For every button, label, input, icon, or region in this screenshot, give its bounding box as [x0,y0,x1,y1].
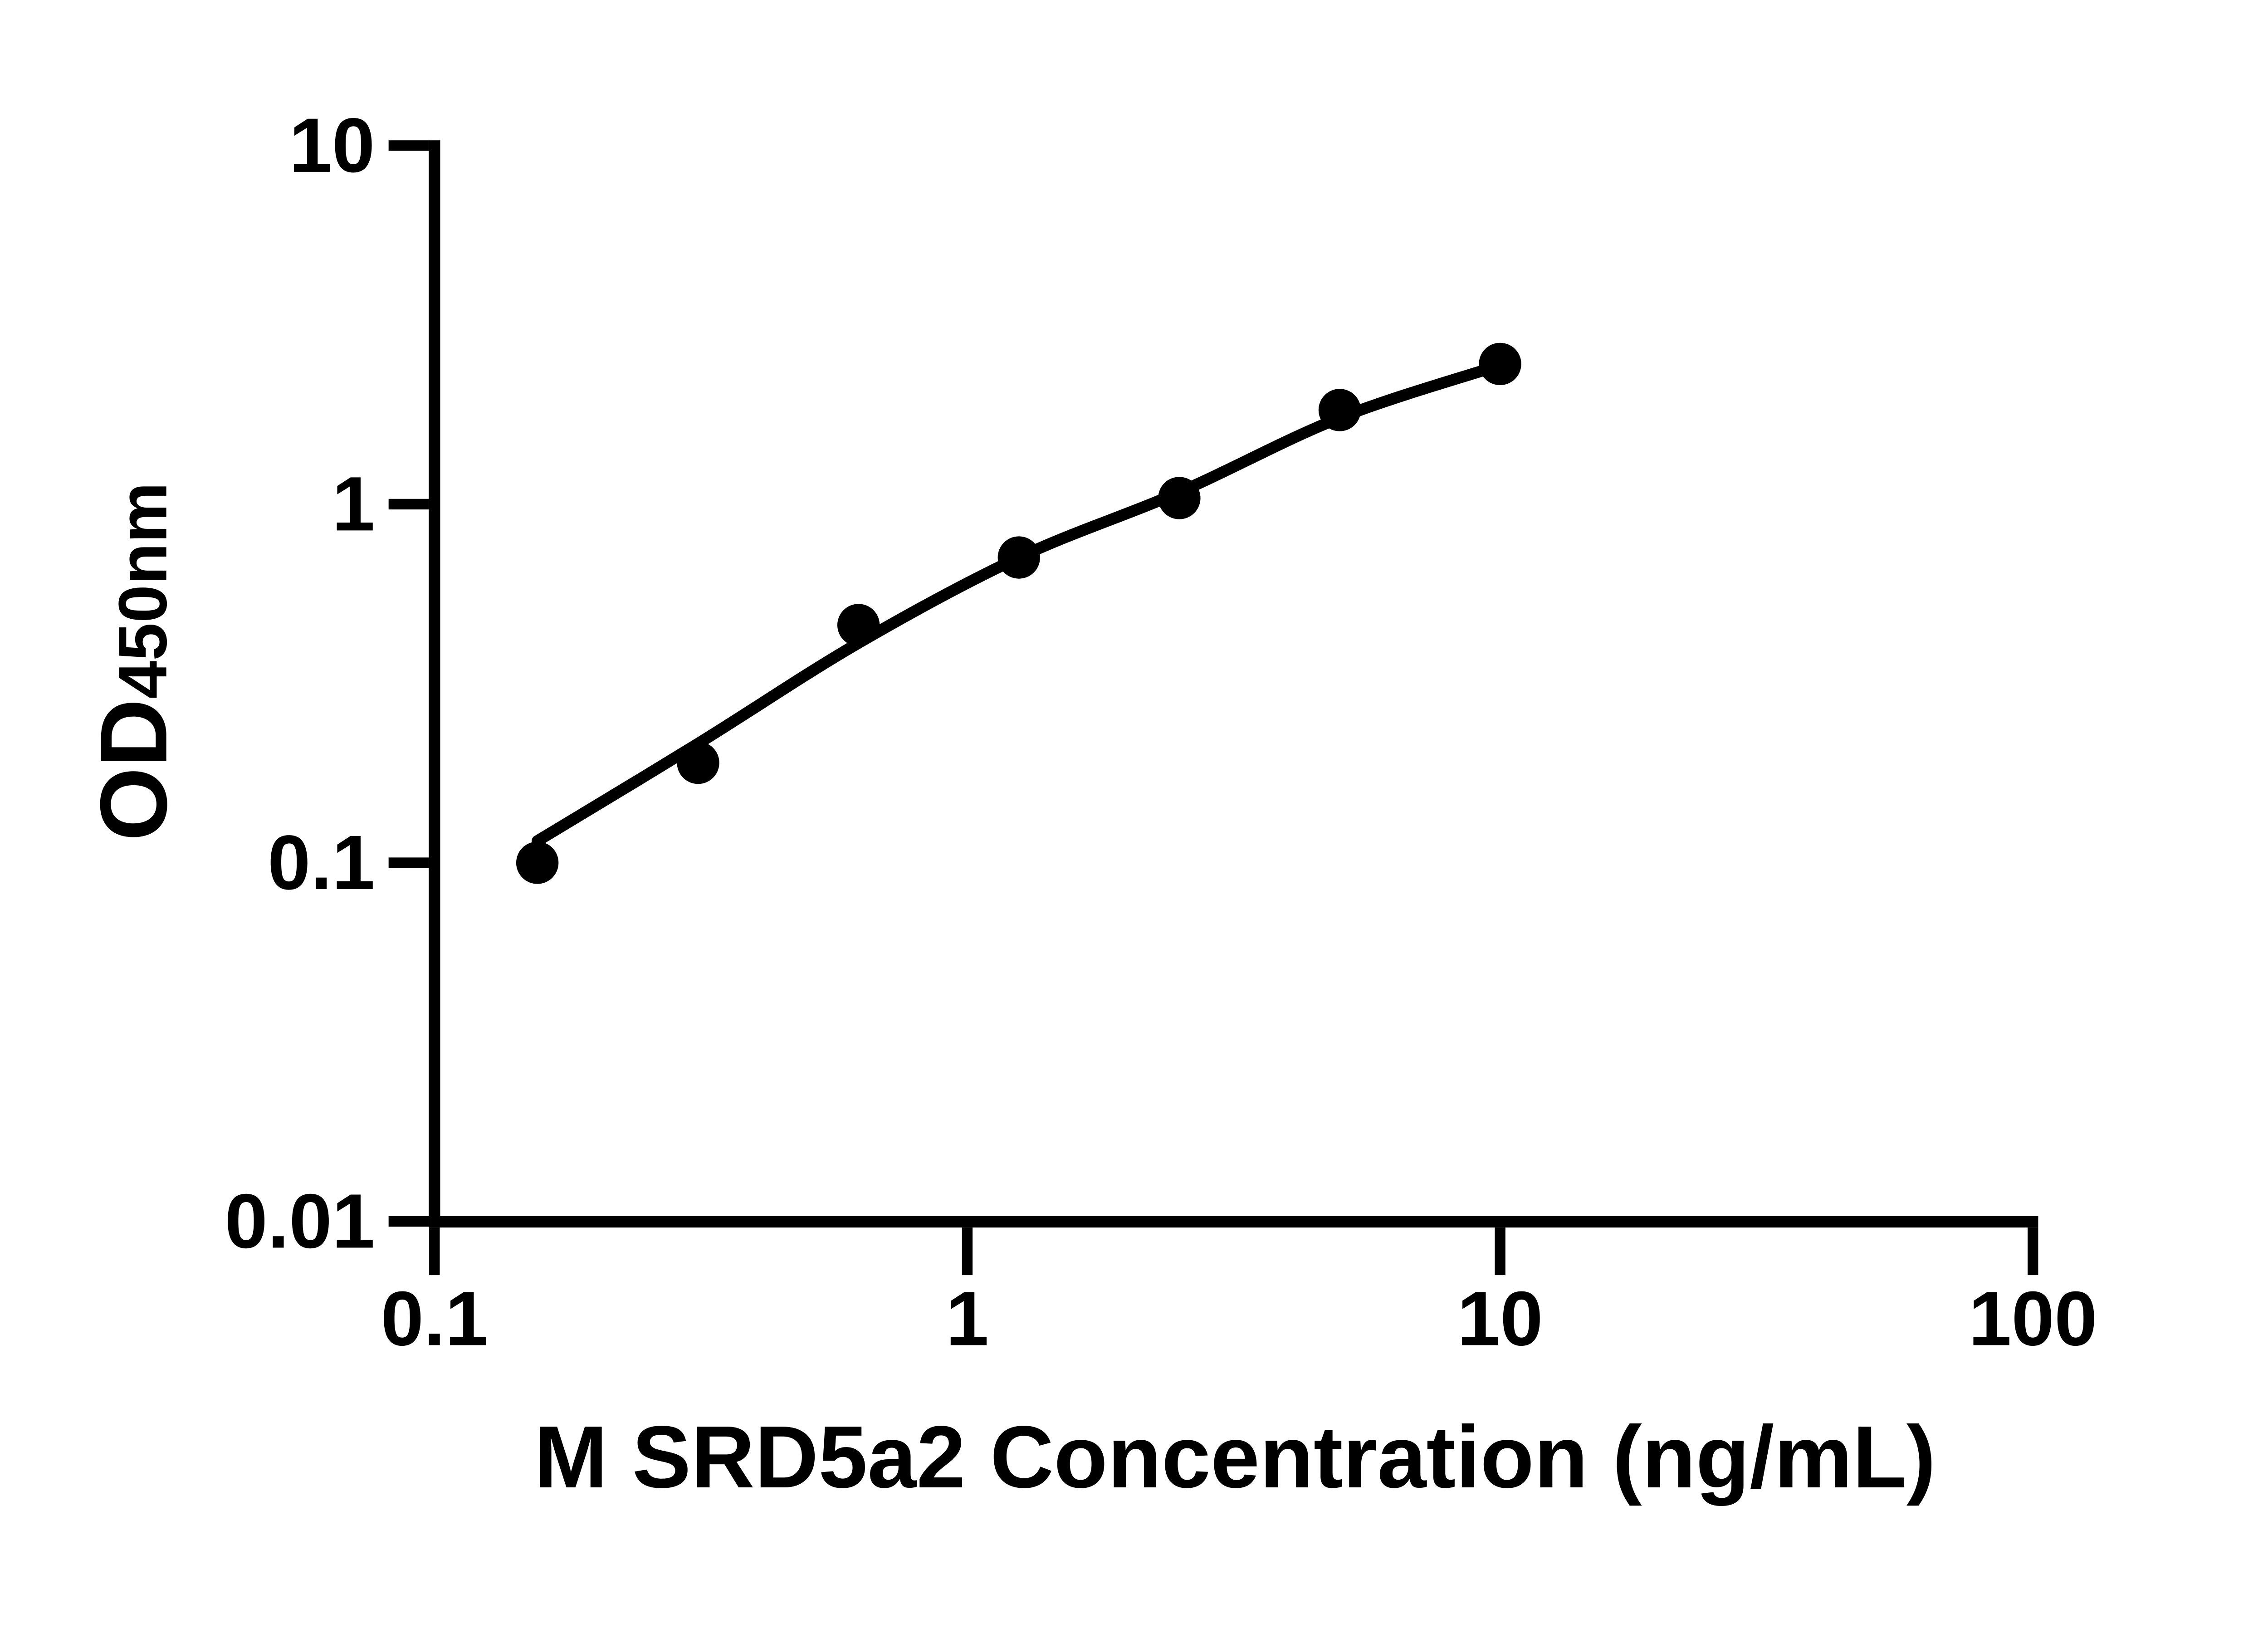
y-axis-title: OD450nm [81,482,187,841]
x-tick-label-1: 1 [946,1276,989,1362]
x-axis-ticks [429,1227,2038,1276]
data-point-5 [1158,477,1201,519]
y-axis-title-main: OD [81,699,187,841]
y-axis-title-subscript: 450nm [105,482,181,699]
data-point-2 [677,741,719,784]
x-axis-tick-labels: 0.1 1 10 100 [381,1276,2097,1362]
data-point-3 [837,604,880,646]
y-tick-label-0.01: 0.01 [225,1178,375,1265]
data-point-7 [1479,342,1521,386]
x-tick-label-10: 10 [1457,1276,1543,1362]
data-point-1 [516,841,559,884]
axes [429,140,2038,1228]
elisa-standard-curve-figure: 10 1 0.1 0.01 0.1 1 10 100 M SRD5a2 Concentrat… [81,102,2097,1506]
data-point-6 [1318,389,1361,431]
y-tick-label-0.1: 0.1 [268,820,375,906]
x-axis-title: M SRD5a2 Concentration (ng/mL) [534,1408,1936,1506]
y-axis-ticks [388,140,429,1227]
y-tick-label-10: 10 [289,103,375,189]
x-tick-label-0.1: 0.1 [381,1276,489,1362]
y-tick-label-1: 1 [332,461,375,547]
data-point-4 [997,536,1040,579]
y-axis-tick-labels: 10 1 0.1 0.01 [225,103,375,1265]
x-tick-label-100: 100 [1969,1276,2097,1362]
data-series [516,342,1521,884]
